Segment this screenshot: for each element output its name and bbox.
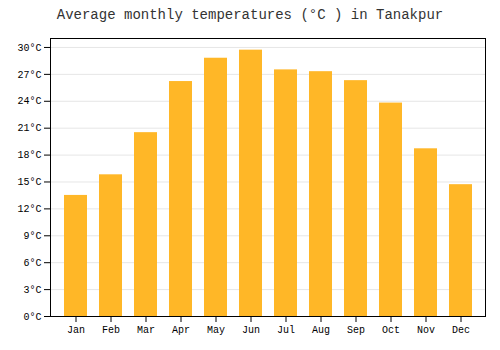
svg-text:0°C: 0°C	[23, 312, 41, 323]
svg-text:9°C: 9°C	[23, 231, 41, 242]
svg-text:Feb: Feb	[102, 325, 120, 336]
svg-text:12°C: 12°C	[17, 204, 41, 215]
svg-text:6°C: 6°C	[23, 258, 41, 269]
svg-text:Jan: Jan	[67, 325, 85, 336]
svg-text:24°C: 24°C	[17, 96, 41, 107]
html-text:Average monthly temperatures (: Average monthly temperatures (°C ) in Ta…	[56, 7, 444, 23]
svg-text:Jun: Jun	[242, 325, 260, 336]
svg-text:21°C: 21°C	[17, 123, 41, 134]
svg-text:18°C: 18°C	[17, 150, 41, 161]
svg-text:Dec: Dec	[452, 325, 470, 336]
svg-text:Oct: Oct	[382, 325, 400, 336]
svg-text:May: May	[207, 325, 225, 336]
svg-text:Jul: Jul	[277, 325, 295, 336]
svg-text:Aug: Aug	[312, 325, 330, 336]
svg-text:15°C: 15°C	[17, 177, 41, 188]
svg-text:Apr: Apr	[172, 325, 190, 336]
svg-text:3°C: 3°C	[23, 285, 41, 296]
svg-text:27°C: 27°C	[17, 70, 41, 81]
svg-text:Sep: Sep	[347, 325, 365, 336]
svg-text:30°C: 30°C	[17, 43, 41, 54]
svg-text:Nov: Nov	[417, 325, 435, 336]
svg-text:Mar: Mar	[137, 325, 155, 336]
